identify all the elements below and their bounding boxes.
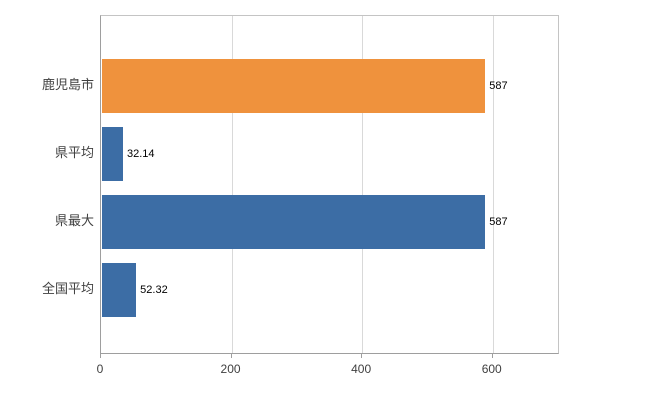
x-axis-tick-mark [361,353,363,358]
bar-value-label: 32.14 [126,148,155,160]
x-axis-tick-label: 600 [481,362,502,376]
category-label: 鹿児島市 [41,77,94,92]
bar [102,127,123,181]
gridline [362,16,364,353]
category-label: 県最大 [54,213,94,228]
x-axis-tick-label: 0 [96,362,104,376]
bar [102,195,486,249]
x-axis-tick-label: 200 [220,362,241,376]
x-axis-tick-mark [491,353,493,358]
x-axis-tick-mark [230,353,232,358]
bar-value-label: 52.32 [140,284,168,296]
bar-value-label: 587 [489,80,508,92]
x-axis-tick-mark [100,353,101,358]
gridline [231,16,233,353]
gridline [492,16,494,353]
plot-area: 587 32.14 587 52.32 [100,15,559,354]
bar [102,263,137,317]
bar [102,59,486,113]
category-label: 全国平均 [41,281,94,296]
bar-value-label: 587 [489,216,508,228]
x-axis-tick-label: 400 [351,362,372,376]
category-label: 県平均 [54,145,94,160]
